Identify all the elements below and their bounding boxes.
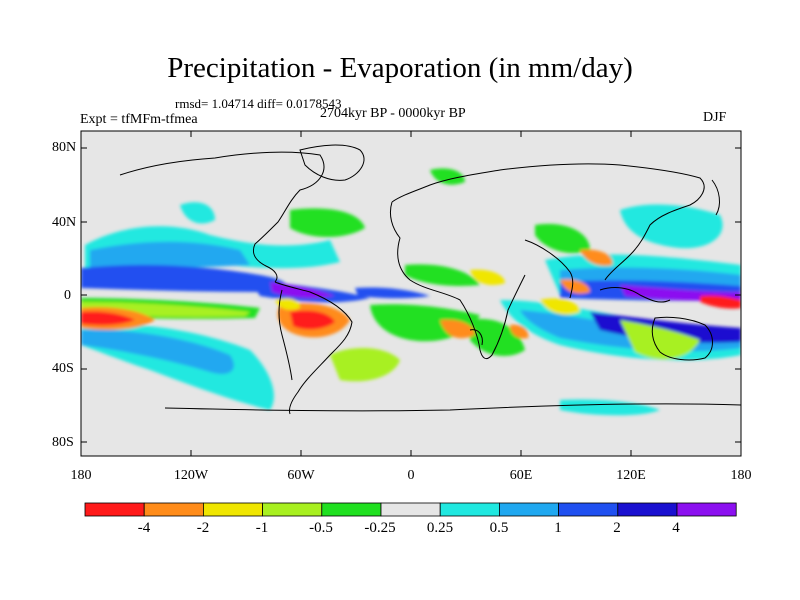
colorbar-box [676, 502, 737, 517]
lat-tick-label: 80N [52, 140, 77, 155]
colorbar-box [558, 502, 619, 517]
colorbar-label: -2 [196, 520, 210, 536]
colorbar-box [84, 502, 145, 517]
anomaly-field [81, 144, 741, 416]
lon-tick-label: 120E [616, 468, 646, 483]
stats-label: rmsd= 1.04714 diff= 0.0178543 [175, 96, 342, 111]
colorbar-label: 1 [554, 520, 562, 536]
colorbar-label: -1 [255, 520, 269, 536]
lon-tick-label: 180 [70, 468, 92, 483]
colorbar-box [202, 502, 263, 517]
colorbar-label: -0.5 [309, 520, 333, 536]
lon-tick-label: 0 [407, 468, 415, 483]
colorbar-label: -4 [137, 520, 151, 536]
period-label: 2704kyr BP - 0000kyr BP [320, 106, 466, 121]
lat-tick-label: 80S [52, 435, 74, 450]
colorbar-box [262, 502, 323, 517]
colorbar-box [439, 502, 500, 517]
lat-tick-label: 40S [52, 361, 74, 376]
colorbar-box [498, 502, 559, 517]
map-title: Precipitation - Evaporation (in mm/day) [167, 52, 633, 84]
colorbar-box [321, 502, 382, 517]
colorbar-label: 4 [672, 520, 680, 536]
lon-tick-label: 120W [173, 468, 209, 483]
colorbar-box [380, 502, 441, 517]
colorbar-label: -0.25 [364, 520, 396, 536]
lon-tick-label: 180 [730, 468, 752, 483]
lon-tick-label: 60W [287, 468, 315, 483]
season-label: DJF [703, 110, 727, 125]
colorbar-label: 0.25 [426, 520, 454, 536]
colorbar [84, 502, 737, 517]
colorbar-label: 2 [613, 520, 621, 536]
axis-ticks [80, 131, 742, 456]
experiment-label: Expt = tfMFm-tfmea [80, 112, 198, 127]
colorbar-label: 0.5 [489, 520, 509, 536]
lat-tick-label: 40N [52, 215, 77, 230]
coastlines [119, 144, 741, 415]
colorbar-box [143, 502, 204, 517]
colorbar-box [617, 502, 678, 517]
lat-tick-label: 0 [64, 288, 71, 303]
lon-tick-label: 60E [509, 468, 533, 483]
